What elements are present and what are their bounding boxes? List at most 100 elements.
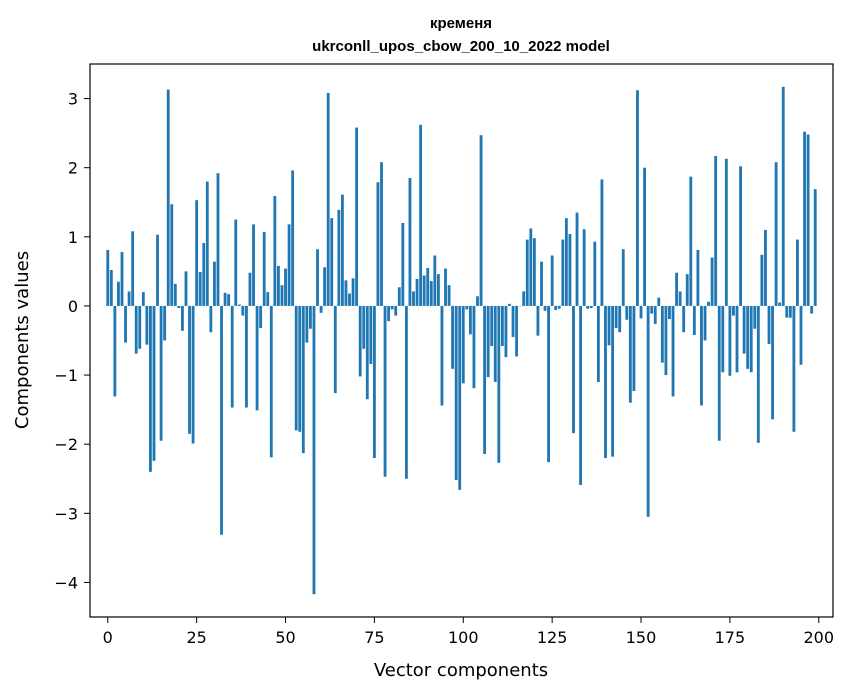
bar	[234, 219, 238, 306]
bar	[305, 305, 309, 343]
bar	[134, 305, 138, 354]
bar	[113, 305, 117, 397]
bar	[479, 135, 483, 306]
bar	[490, 305, 494, 347]
bar	[504, 305, 508, 358]
bar	[650, 305, 654, 314]
bar	[191, 305, 195, 444]
bar	[269, 305, 273, 458]
bar	[589, 305, 593, 309]
bar	[788, 305, 792, 318]
bar	[561, 239, 565, 306]
bar	[668, 305, 671, 320]
bar	[525, 239, 529, 306]
bar	[344, 280, 348, 306]
bar	[109, 269, 113, 306]
bar	[678, 291, 682, 306]
bar	[166, 89, 170, 306]
bar	[454, 305, 458, 481]
bar	[682, 305, 686, 333]
bar	[675, 272, 678, 306]
x-tick-label: 75	[364, 628, 384, 647]
bar	[696, 249, 700, 306]
bar	[614, 305, 618, 329]
bar	[170, 204, 174, 306]
bar	[117, 281, 120, 306]
bar	[458, 305, 462, 490]
bar	[596, 305, 600, 382]
bar	[308, 305, 312, 329]
bar	[785, 305, 789, 318]
bar	[618, 305, 622, 333]
bar	[152, 305, 156, 461]
bar	[333, 305, 337, 394]
x-tick-label: 25	[186, 628, 206, 647]
bar	[159, 305, 163, 441]
plot-frame	[89, 63, 834, 618]
bar	[433, 255, 437, 306]
bar	[301, 305, 305, 454]
bar	[774, 162, 778, 306]
bar	[739, 166, 742, 306]
bar	[415, 278, 419, 306]
bar	[369, 305, 373, 364]
x-tick-label: 175	[715, 628, 746, 647]
y-tick-label: 2	[68, 159, 78, 178]
y-tick-label: 0	[68, 297, 78, 316]
bar	[127, 291, 131, 306]
bar	[401, 222, 405, 306]
bar	[529, 228, 533, 306]
bar	[486, 305, 490, 378]
bar	[248, 272, 252, 306]
bar	[252, 224, 255, 306]
bar	[276, 265, 280, 306]
bar	[724, 158, 728, 306]
bar	[397, 287, 401, 306]
bar	[568, 234, 572, 306]
bar	[575, 212, 579, 306]
bar	[145, 305, 149, 345]
x-tick-label: 100	[448, 628, 479, 647]
bar	[294, 305, 298, 431]
bar	[749, 305, 753, 373]
x-tick-label: 125	[537, 628, 568, 647]
bar	[408, 178, 412, 306]
y-tick-label: −1	[54, 366, 78, 385]
bar	[291, 170, 295, 306]
bar	[756, 305, 760, 443]
bar	[522, 291, 526, 306]
bar	[771, 305, 774, 420]
bar	[632, 305, 636, 391]
bar	[792, 305, 796, 432]
bar	[721, 305, 725, 373]
bar	[543, 305, 547, 311]
bar	[572, 305, 575, 434]
bar	[419, 124, 423, 306]
bar	[451, 305, 455, 369]
bar	[593, 241, 597, 306]
bar	[586, 305, 590, 309]
bar	[138, 305, 142, 349]
bar	[348, 293, 351, 306]
bar	[707, 301, 710, 306]
bar	[355, 127, 359, 306]
bar	[508, 303, 511, 306]
bar	[625, 305, 629, 320]
bar	[156, 234, 159, 306]
bar	[760, 254, 764, 306]
bar	[461, 305, 465, 384]
y-tick-label: 3	[68, 90, 78, 109]
bars-group	[106, 86, 817, 595]
bar	[710, 257, 714, 306]
bar	[643, 167, 646, 306]
bar	[465, 305, 469, 310]
bar	[714, 155, 718, 306]
bar	[582, 229, 586, 306]
bar	[323, 267, 327, 306]
bar	[181, 305, 184, 331]
bar	[579, 305, 583, 485]
bar	[362, 305, 366, 349]
bar	[337, 209, 341, 306]
bar	[440, 305, 444, 406]
